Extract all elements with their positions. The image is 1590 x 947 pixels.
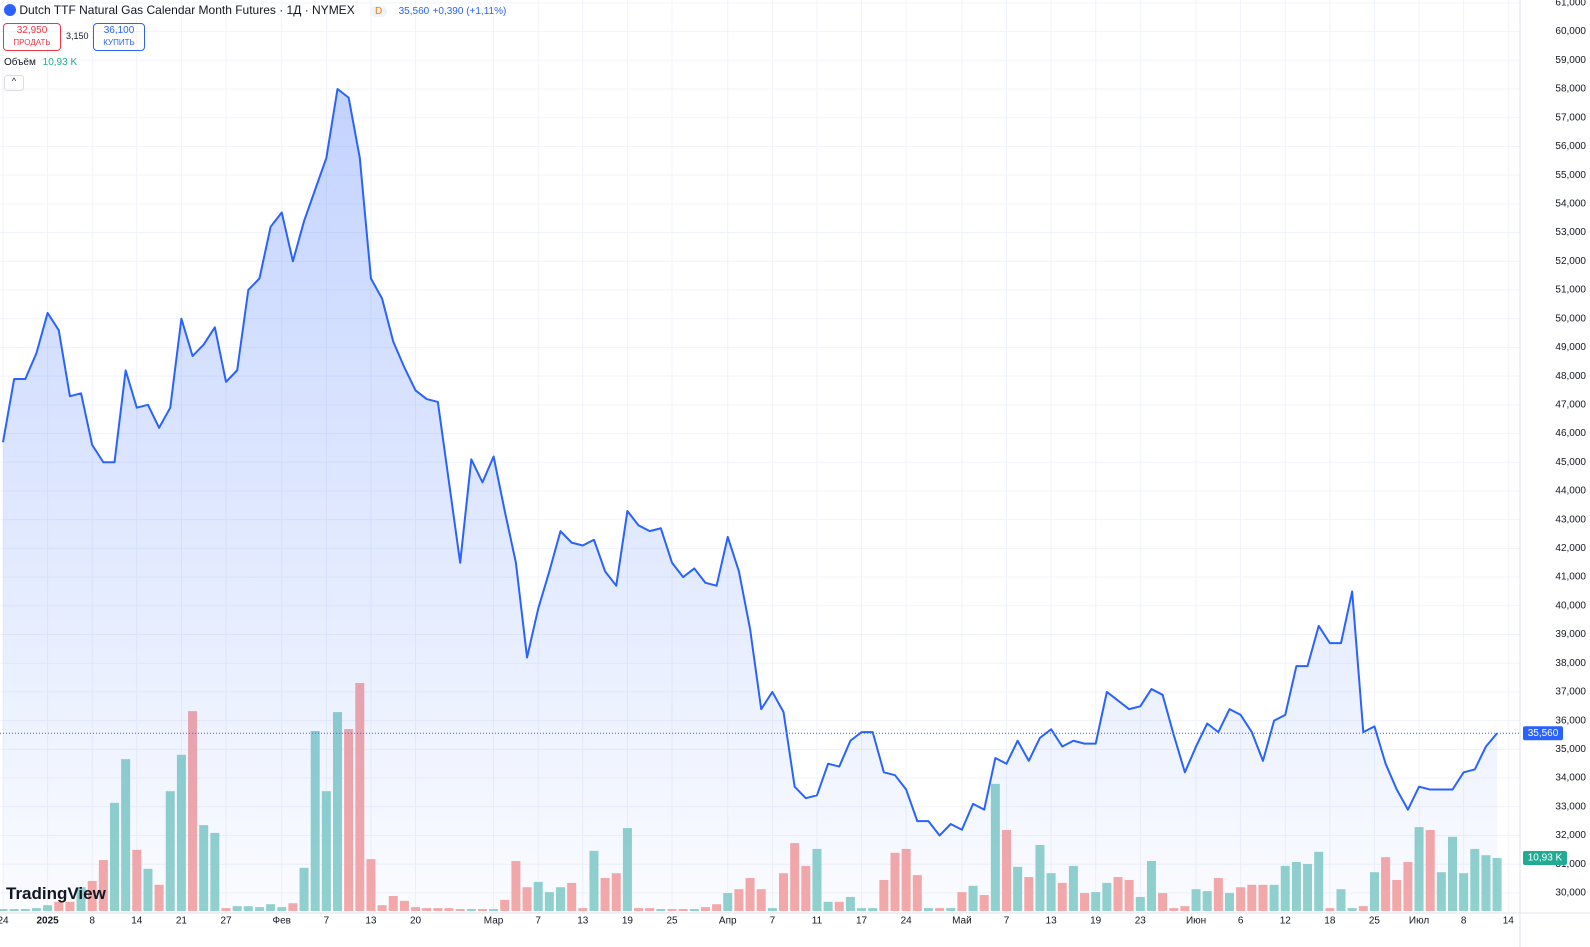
y-tick-label: 58,000 [1555,84,1586,95]
x-tick-label: 14 [131,916,143,927]
x-tick-label: 21 [176,916,188,927]
y-tick-label: 56,000 [1555,141,1586,152]
badge: D [370,6,388,17]
y-tick-label: 47,000 [1555,399,1586,410]
x-tick-label: 24 [901,916,913,927]
y-tick-label: 45,000 [1555,457,1586,468]
x-tick-label: 19 [622,916,634,927]
header: Dutch TTF Natural Gas Calendar Month Fut… [4,3,506,17]
y-tick-label: 59,000 [1555,55,1586,66]
y-tick-label: 41,000 [1555,572,1586,583]
x-tick-label: 13 [577,916,589,927]
x-tick-label: Июн [1186,916,1206,927]
x-tick-label: Апр [719,916,737,927]
y-tick-label: 37,000 [1555,687,1586,698]
x-tick-label: 11 [812,916,823,927]
y-tick-label: 51,000 [1555,285,1586,296]
x-tick-label: 27 [220,916,232,927]
x-tick-label: 13 [1046,916,1058,927]
x-tick-label: 14 [1503,916,1515,927]
price: 35,560 [398,6,430,17]
y-tick-label: 49,000 [1555,342,1586,353]
x-tick-label: 2025 [36,916,59,927]
x-tick-label: 8 [1461,916,1467,927]
x-tick-label: 7 [324,916,330,927]
x-tick-label: 20 [410,916,422,927]
y-tick-label: 61,000 [1555,0,1586,9]
y-tick-label: 34,000 [1555,773,1586,784]
volume-value: 10,93 K [42,57,78,68]
x-tick-label: 7 [535,916,541,927]
last-price-tag [1523,726,1563,741]
x-tick-label: 18 [1324,916,1336,927]
y-tick-label: 36,000 [1555,715,1586,726]
x-tick-label: 24 [0,916,9,927]
x-tick-label: 8 [89,916,95,927]
y-tick-label: 38,000 [1555,658,1586,669]
y-tick-label: 53,000 [1555,227,1586,238]
y-tick-label: 43,000 [1555,514,1586,525]
y-tick-label: 48,000 [1555,371,1586,382]
y-tick-label: 40,000 [1555,600,1586,611]
x-tick-label: Мар [484,916,504,927]
sell-button[interactable]: 32,950 ПРОДАТЬ [3,23,61,51]
y-tick-label: 60,000 [1555,26,1586,37]
y-tick-label: 39,000 [1555,629,1586,640]
x-tick-label: 13 [365,916,377,927]
y-tick-label: 57,000 [1555,112,1586,123]
y-tick-label: 52,000 [1555,256,1586,267]
y-tick-label: 50,000 [1555,313,1586,324]
x-tick-label: 25 [1369,916,1381,927]
x-tick-label: Фев [273,916,291,927]
y-tick-label: 32,000 [1555,830,1586,841]
x-tick-label: 12 [1280,916,1292,927]
area-fill [3,89,1498,913]
volume-legend: Объём 10,93 K [4,57,77,68]
x-tick-label: 7 [770,916,776,927]
symbol-icon [4,4,16,16]
volume-tag [1523,850,1567,865]
y-tick-label: 42,000 [1555,543,1586,554]
x-tick-label: 7 [1004,916,1010,927]
buy-label: КУПИТЬ [103,38,135,47]
sell-label: ПРОДАТЬ [13,38,51,47]
price-line [2,88,1498,837]
y-tick-label: 35,000 [1555,744,1586,755]
y-tick-label: 33,000 [1555,801,1586,812]
sell-price: 32,950 [16,25,48,36]
y-tick-label: 44,000 [1555,486,1586,497]
buy-button[interactable]: 36,100 КУПИТЬ [93,23,145,51]
buy-price: 36,100 [103,25,135,36]
x-tick-label: 6 [1238,916,1244,927]
x-tick-label: Июл [1409,916,1429,927]
change: +0,390 (+1,11%) [432,6,507,17]
collapse-button[interactable]: ^ [4,75,24,91]
x-tick-label: 17 [856,916,868,927]
x-tick-label: 23 [1135,916,1147,927]
x-tick-label: 25 [666,916,678,927]
symbol-title: Dutch TTF Natural Gas Calendar Month Fut… [19,3,355,17]
volume-name: Объём [4,57,36,68]
volume-tag-label: 10,93 K [1528,853,1563,864]
last-price-label: 35,560 [1528,728,1559,739]
y-tick-label: 54,000 [1555,198,1586,209]
logo: TradingView [6,884,106,903]
x-tick-label: Май [952,916,972,927]
y-tick-label: 31,000 [1555,859,1586,870]
x-tick-label: 19 [1090,916,1102,927]
y-tick-label: 30,000 [1555,888,1586,899]
y-tick-label: 55,000 [1555,170,1586,181]
spread: 3,150 [66,31,89,41]
y-tick-label: 46,000 [1555,428,1586,439]
